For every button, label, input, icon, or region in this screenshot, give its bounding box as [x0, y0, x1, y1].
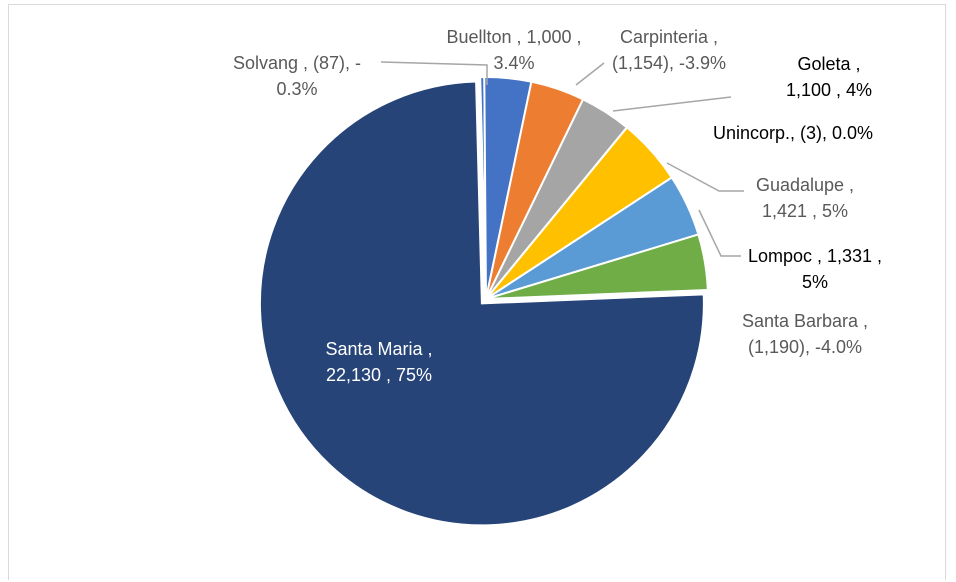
- pie-slice-santa-barbara: [485, 233, 709, 300]
- data-label: Solvang , (87), - 0.3%: [233, 53, 361, 99]
- pie-slice-santa-maria: [258, 80, 705, 527]
- data-label-line: Guadalupe ,: [756, 175, 854, 195]
- data-label-line: Solvang , (87), -: [233, 53, 361, 73]
- leader-line: [698, 209, 741, 257]
- data-label-line: 22,130 , 75%: [326, 365, 432, 385]
- leader-line: [612, 96, 732, 112]
- data-label-line: Goleta ,: [797, 54, 860, 74]
- data-label: Lompoc , 1,331 , 5%: [748, 246, 882, 292]
- data-label-line: Carpinteria ,: [620, 27, 718, 47]
- data-label-line: Buellton , 1,000 ,: [446, 27, 581, 47]
- data-label: Guadalupe , 1,421 , 5%: [756, 175, 854, 221]
- data-label-line: 3.4%: [493, 53, 534, 73]
- data-label-line: 5%: [802, 272, 828, 292]
- chart-area: Solvang , (87), - 0.3% Buellton , 1,000 , 3…: [8, 4, 946, 580]
- data-label: Santa Maria , 22,130 , 75%: [325, 339, 432, 385]
- data-labels: Solvang , (87), - 0.3% Buellton , 1,000 , 3…: [233, 27, 882, 385]
- data-label-line: 1,421 , 5%: [762, 201, 848, 221]
- data-label: Buellton , 1,000 , 3.4%: [446, 27, 581, 73]
- data-label: Santa Barbara , (1,190), -4.0%: [742, 311, 868, 357]
- data-label-line: 0.3%: [276, 79, 317, 99]
- data-label-line: Santa Maria ,: [325, 339, 432, 359]
- leader-line: [575, 62, 605, 86]
- pie-chart: Solvang , (87), - 0.3% Buellton , 1,000 , 3…: [233, 27, 882, 527]
- data-label-line: Unincorp., (3), 0.0%: [713, 123, 873, 143]
- leader-line: [380, 61, 488, 85]
- data-label: Goleta , 1,100 , 4%: [786, 54, 872, 100]
- pie-slices: [258, 75, 709, 527]
- data-label-line: 1,100 , 4%: [786, 80, 872, 100]
- data-label-line: (1,190), -4.0%: [748, 337, 862, 357]
- leader-lines: [380, 61, 744, 257]
- leader-line: [666, 162, 744, 192]
- data-label-line: Lompoc , 1,331 ,: [748, 246, 882, 266]
- data-label: Carpinteria , (1,154), -3.9%: [612, 27, 726, 73]
- data-label-line: (1,154), -3.9%: [612, 53, 726, 73]
- data-label: Unincorp., (3), 0.0%: [713, 123, 873, 143]
- data-label-line: Santa Barbara ,: [742, 311, 868, 331]
